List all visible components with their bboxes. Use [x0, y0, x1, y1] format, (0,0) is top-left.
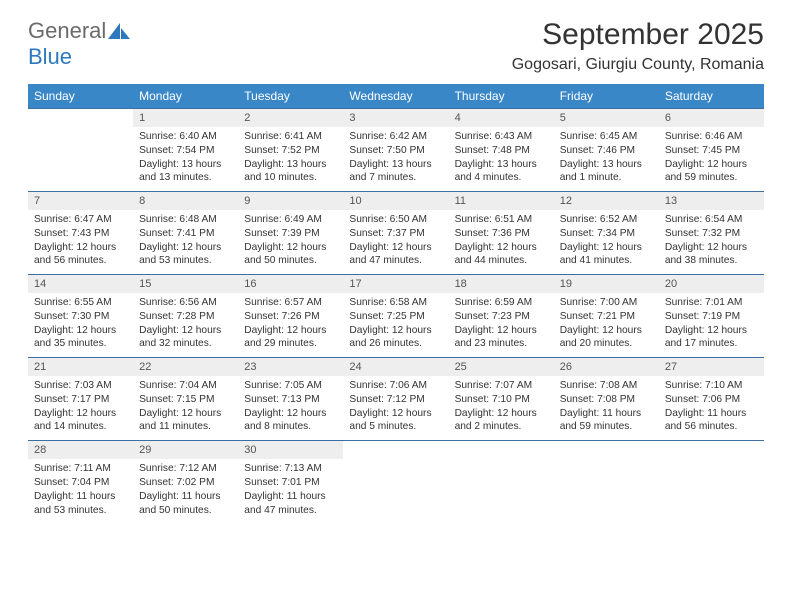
day-number: 12: [554, 192, 659, 211]
day-cell: Sunrise: 6:51 AMSunset: 7:36 PMDaylight:…: [449, 210, 554, 275]
weekday-header: Monday: [133, 84, 238, 109]
daynum-row: 282930: [28, 441, 764, 460]
day-number: 7: [28, 192, 133, 211]
weekday-header: Wednesday: [343, 84, 448, 109]
day-number: 19: [554, 275, 659, 294]
logo-text-block: General Blue: [28, 18, 132, 70]
day-number: 4: [449, 109, 554, 128]
day-number: 23: [238, 358, 343, 377]
day-cell: [554, 459, 659, 523]
day-cell: Sunrise: 7:07 AMSunset: 7:10 PMDaylight:…: [449, 376, 554, 441]
day-number: 21: [28, 358, 133, 377]
day-cell: [343, 459, 448, 523]
day-number: 24: [343, 358, 448, 377]
day-cell: Sunrise: 6:57 AMSunset: 7:26 PMDaylight:…: [238, 293, 343, 358]
daynum-row: 21222324252627: [28, 358, 764, 377]
day-cell: Sunrise: 7:10 AMSunset: 7:06 PMDaylight:…: [659, 376, 764, 441]
content-row: Sunrise: 7:11 AMSunset: 7:04 PMDaylight:…: [28, 459, 764, 523]
daynum-row: 14151617181920: [28, 275, 764, 294]
logo-text-blue: Blue: [28, 44, 72, 69]
daynum-row: 123456: [28, 109, 764, 128]
day-number: [28, 109, 133, 128]
content-row: Sunrise: 7:03 AMSunset: 7:17 PMDaylight:…: [28, 376, 764, 441]
day-cell: Sunrise: 7:06 AMSunset: 7:12 PMDaylight:…: [343, 376, 448, 441]
weekday-header: Thursday: [449, 84, 554, 109]
weekday-header: Saturday: [659, 84, 764, 109]
day-number: [659, 441, 764, 460]
day-cell: Sunrise: 7:03 AMSunset: 7:17 PMDaylight:…: [28, 376, 133, 441]
page-subtitle: Gogosari, Giurgiu County, Romania: [512, 56, 764, 74]
content-row: Sunrise: 6:55 AMSunset: 7:30 PMDaylight:…: [28, 293, 764, 358]
day-number: 17: [343, 275, 448, 294]
day-number: 15: [133, 275, 238, 294]
day-cell: [28, 127, 133, 192]
day-cell: Sunrise: 7:01 AMSunset: 7:19 PMDaylight:…: [659, 293, 764, 358]
day-cell: Sunrise: 7:00 AMSunset: 7:21 PMDaylight:…: [554, 293, 659, 358]
day-number: 3: [343, 109, 448, 128]
header: General Blue September 2025 Gogosari, Gi…: [28, 18, 764, 74]
day-cell: Sunrise: 7:11 AMSunset: 7:04 PMDaylight:…: [28, 459, 133, 523]
day-cell: Sunrise: 7:05 AMSunset: 7:13 PMDaylight:…: [238, 376, 343, 441]
day-number: 11: [449, 192, 554, 211]
day-cell: Sunrise: 7:13 AMSunset: 7:01 PMDaylight:…: [238, 459, 343, 523]
calendar-body: 123456Sunrise: 6:40 AMSunset: 7:54 PMDay…: [28, 109, 764, 524]
day-number: [554, 441, 659, 460]
day-cell: Sunrise: 6:42 AMSunset: 7:50 PMDaylight:…: [343, 127, 448, 192]
calendar-table: Sunday Monday Tuesday Wednesday Thursday…: [28, 84, 764, 523]
day-number: [343, 441, 448, 460]
day-cell: Sunrise: 6:59 AMSunset: 7:23 PMDaylight:…: [449, 293, 554, 358]
day-number: 22: [133, 358, 238, 377]
day-cell: Sunrise: 6:55 AMSunset: 7:30 PMDaylight:…: [28, 293, 133, 358]
day-cell: Sunrise: 7:04 AMSunset: 7:15 PMDaylight:…: [133, 376, 238, 441]
day-number: 10: [343, 192, 448, 211]
day-cell: [659, 459, 764, 523]
day-number: [449, 441, 554, 460]
day-number: 25: [449, 358, 554, 377]
logo: General Blue: [28, 18, 132, 70]
logo-sail-icon: [108, 23, 130, 44]
day-number: 27: [659, 358, 764, 377]
weekday-header: Sunday: [28, 84, 133, 109]
day-number: 30: [238, 441, 343, 460]
day-cell: Sunrise: 6:54 AMSunset: 7:32 PMDaylight:…: [659, 210, 764, 275]
day-cell: Sunrise: 6:40 AMSunset: 7:54 PMDaylight:…: [133, 127, 238, 192]
day-cell: Sunrise: 7:08 AMSunset: 7:08 PMDaylight:…: [554, 376, 659, 441]
content-row: Sunrise: 6:47 AMSunset: 7:43 PMDaylight:…: [28, 210, 764, 275]
day-cell: Sunrise: 6:52 AMSunset: 7:34 PMDaylight:…: [554, 210, 659, 275]
content-row: Sunrise: 6:40 AMSunset: 7:54 PMDaylight:…: [28, 127, 764, 192]
day-cell: Sunrise: 7:12 AMSunset: 7:02 PMDaylight:…: [133, 459, 238, 523]
day-number: 16: [238, 275, 343, 294]
weekday-header: Tuesday: [238, 84, 343, 109]
title-block: September 2025 Gogosari, Giurgiu County,…: [512, 18, 764, 74]
day-cell: Sunrise: 6:41 AMSunset: 7:52 PMDaylight:…: [238, 127, 343, 192]
day-cell: Sunrise: 6:46 AMSunset: 7:45 PMDaylight:…: [659, 127, 764, 192]
day-cell: Sunrise: 6:48 AMSunset: 7:41 PMDaylight:…: [133, 210, 238, 275]
day-number: 1: [133, 109, 238, 128]
day-number: 14: [28, 275, 133, 294]
day-cell: Sunrise: 6:50 AMSunset: 7:37 PMDaylight:…: [343, 210, 448, 275]
day-number: 6: [659, 109, 764, 128]
day-cell: Sunrise: 6:47 AMSunset: 7:43 PMDaylight:…: [28, 210, 133, 275]
weekday-header: Friday: [554, 84, 659, 109]
logo-text-general: General: [28, 18, 106, 43]
day-number: 20: [659, 275, 764, 294]
day-cell: Sunrise: 6:45 AMSunset: 7:46 PMDaylight:…: [554, 127, 659, 192]
weekday-header-row: Sunday Monday Tuesday Wednesday Thursday…: [28, 84, 764, 109]
day-number: 18: [449, 275, 554, 294]
day-cell: Sunrise: 6:58 AMSunset: 7:25 PMDaylight:…: [343, 293, 448, 358]
day-number: 26: [554, 358, 659, 377]
day-number: 28: [28, 441, 133, 460]
day-number: 2: [238, 109, 343, 128]
day-number: 29: [133, 441, 238, 460]
day-cell: [449, 459, 554, 523]
day-cell: Sunrise: 6:49 AMSunset: 7:39 PMDaylight:…: [238, 210, 343, 275]
daynum-row: 78910111213: [28, 192, 764, 211]
day-cell: Sunrise: 6:56 AMSunset: 7:28 PMDaylight:…: [133, 293, 238, 358]
day-number: 13: [659, 192, 764, 211]
day-number: 8: [133, 192, 238, 211]
day-number: 9: [238, 192, 343, 211]
page-title: September 2025: [512, 18, 764, 52]
day-cell: Sunrise: 6:43 AMSunset: 7:48 PMDaylight:…: [449, 127, 554, 192]
day-number: 5: [554, 109, 659, 128]
